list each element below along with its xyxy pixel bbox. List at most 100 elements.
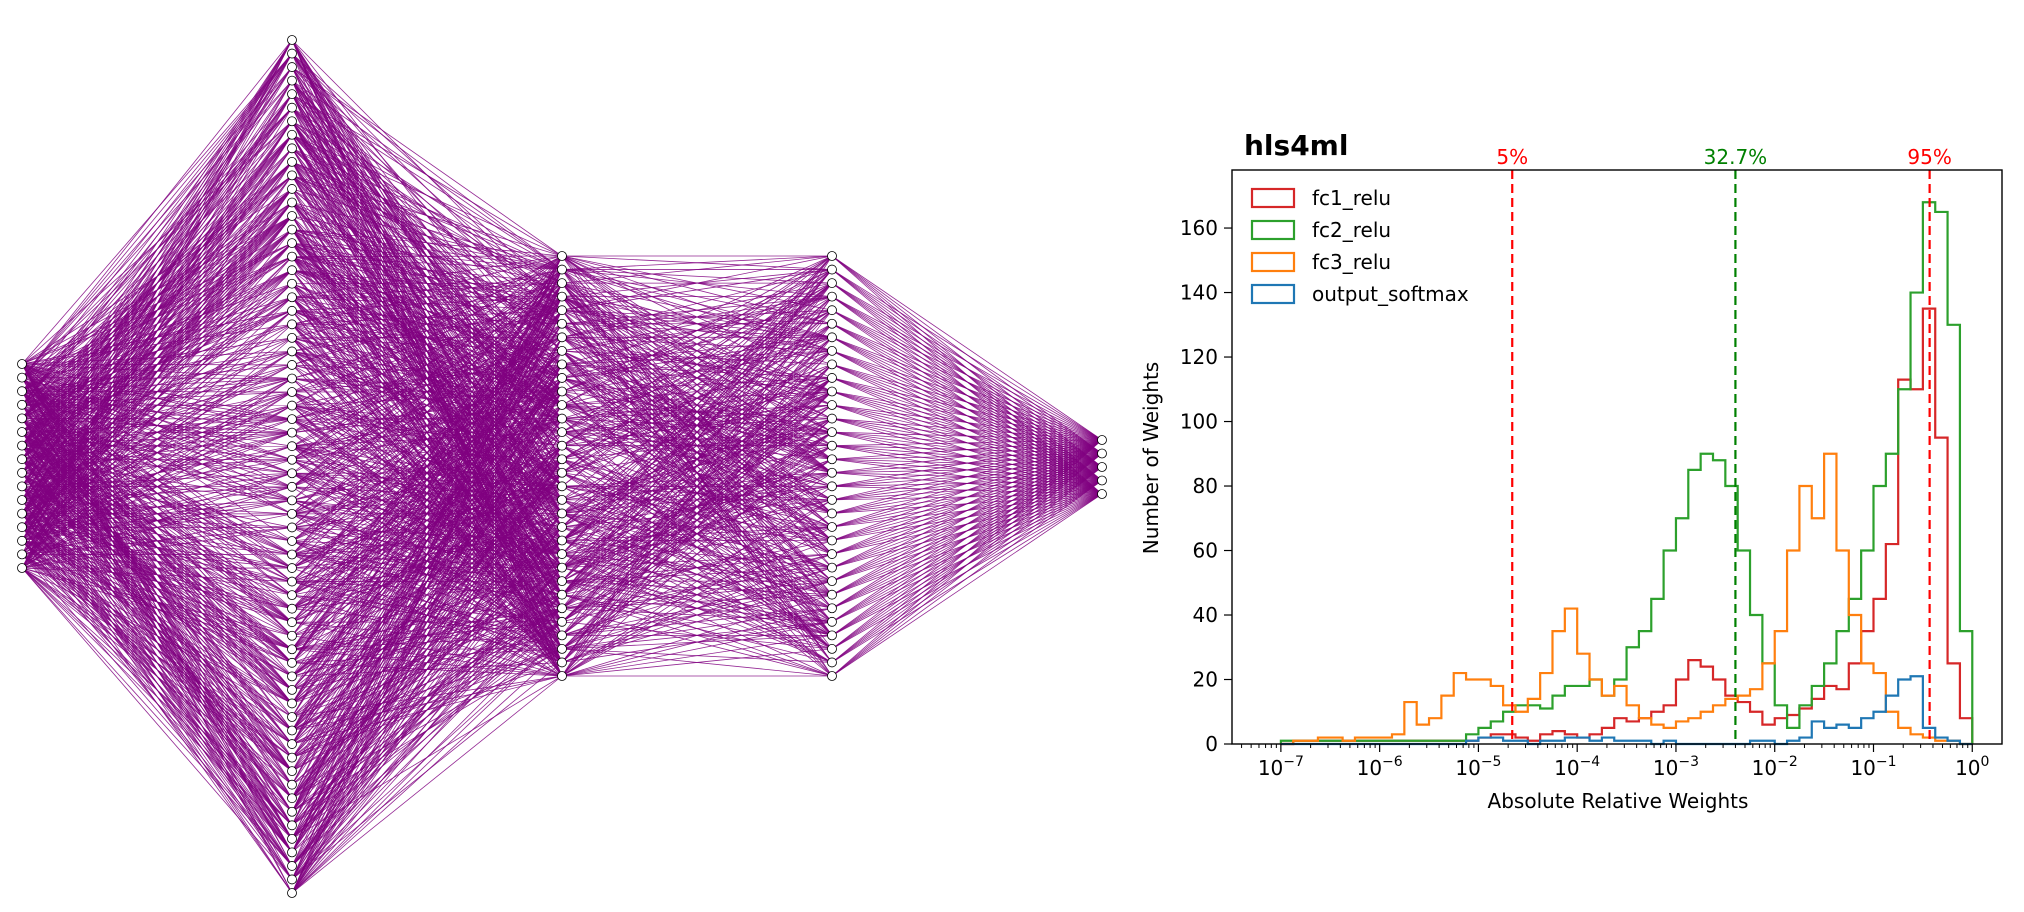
network-node-layer-1 xyxy=(17,359,27,369)
network-node-layer-2 xyxy=(287,48,297,59)
network-edge xyxy=(561,282,833,636)
network-edge xyxy=(561,296,833,677)
network-edge xyxy=(291,269,563,880)
network-node-layer-2 xyxy=(287,251,297,262)
network-edge xyxy=(291,310,563,894)
network-edge xyxy=(291,255,563,664)
network-edge xyxy=(291,337,563,894)
network-node-layer-2 xyxy=(287,833,297,844)
network-node-layer-4 xyxy=(827,657,837,668)
network-node-layer-2 xyxy=(287,468,297,479)
network-node-layer-2 xyxy=(287,292,297,303)
network-edge xyxy=(291,255,563,461)
network-edge xyxy=(21,80,293,542)
network-edge xyxy=(831,439,1103,474)
network-edge xyxy=(21,39,293,460)
network-node-layer-2 xyxy=(287,278,297,289)
network-edge xyxy=(291,255,563,406)
network-node-layer-4 xyxy=(827,305,837,316)
network-edge xyxy=(831,439,1103,528)
network-node-layer-2 xyxy=(287,102,297,113)
network-edge xyxy=(21,39,293,541)
network-node-layer-4 xyxy=(827,345,837,356)
network-edge xyxy=(291,93,563,270)
network-edge xyxy=(561,607,833,650)
network-edge xyxy=(21,567,293,840)
network-edge xyxy=(831,377,1103,441)
network-edge xyxy=(291,282,563,880)
x-tick-label: 10−6 xyxy=(1357,754,1403,780)
network-edge xyxy=(831,453,1103,677)
network-edge xyxy=(561,445,833,650)
network-edge xyxy=(291,255,563,704)
network-edge xyxy=(831,431,1103,441)
network-edge xyxy=(291,255,563,731)
network-node-layer-4 xyxy=(827,589,837,600)
network-edge xyxy=(831,350,1103,441)
network-edge xyxy=(561,255,833,474)
network-node-layer-4 xyxy=(827,400,837,410)
network-node-layer-4 xyxy=(827,264,837,275)
network-edge xyxy=(21,378,293,569)
network-edge xyxy=(561,485,833,677)
y-tick-label: 20 xyxy=(1193,668,1218,692)
network-edge xyxy=(21,134,293,569)
network-edge xyxy=(21,567,293,758)
network-edge xyxy=(831,466,1103,677)
network-edge xyxy=(21,188,293,569)
network-node-layer-4 xyxy=(827,251,837,261)
network-edge xyxy=(291,418,563,894)
network-node-layer-2 xyxy=(287,156,297,167)
network-node-layer-1 xyxy=(17,372,27,383)
network-node-layer-2 xyxy=(287,441,297,452)
legend-swatch xyxy=(1250,219,1296,241)
network-edge xyxy=(561,377,833,623)
network-node-layer-3 xyxy=(557,467,567,478)
network-edge xyxy=(561,282,833,555)
network-node-layer-4 xyxy=(827,332,837,343)
network-edge xyxy=(291,282,563,285)
network-edge xyxy=(291,255,563,501)
network-edge xyxy=(561,255,833,568)
network-edge xyxy=(831,439,1103,650)
network-edge xyxy=(291,147,563,270)
network-edge xyxy=(21,391,293,569)
y-tick-label: 100 xyxy=(1180,410,1218,434)
network-edge xyxy=(21,567,293,880)
network-edge xyxy=(291,269,563,515)
network-node-layer-3 xyxy=(557,657,567,668)
network-node-layer-2 xyxy=(287,75,297,86)
network-node-layer-2 xyxy=(287,630,297,641)
network-edge xyxy=(291,255,563,298)
network-edge xyxy=(21,567,293,745)
network-node-layer-2 xyxy=(287,739,297,749)
network-edge xyxy=(561,418,833,650)
network-node-layer-1 xyxy=(17,386,27,397)
network-node-layer-2 xyxy=(287,657,297,668)
network-node-layer-5 xyxy=(1097,489,1107,499)
chart-legend: fc1_relu fc2_relu fc3_relu output_softmax xyxy=(1250,186,1469,306)
network-edge xyxy=(21,39,293,378)
network-node-layer-3 xyxy=(557,522,567,532)
network-edge xyxy=(831,391,1103,441)
network-edge xyxy=(561,499,833,677)
network-node-layer-4 xyxy=(827,386,837,397)
network-edge xyxy=(21,80,293,569)
network-node-layer-5 xyxy=(1097,435,1107,445)
network-edge xyxy=(831,439,1103,623)
network-node-layer-2 xyxy=(287,197,297,208)
network-edge xyxy=(561,255,833,284)
x-tick-label: 10−2 xyxy=(1752,754,1798,780)
network-node-layer-5 xyxy=(1097,448,1107,459)
network-edge xyxy=(21,567,293,582)
network-edge xyxy=(831,439,1103,514)
legend-label: fc1_relu xyxy=(1312,186,1391,210)
network-node-layer-3 xyxy=(557,318,567,329)
network-edge xyxy=(291,202,563,270)
network-node-layer-3 xyxy=(557,454,567,465)
network-edge xyxy=(291,377,563,894)
network-node-layer-2 xyxy=(287,89,297,100)
network-node-layer-2 xyxy=(287,874,297,885)
network-edge xyxy=(561,594,833,677)
neural-network-diagram xyxy=(17,35,1107,898)
